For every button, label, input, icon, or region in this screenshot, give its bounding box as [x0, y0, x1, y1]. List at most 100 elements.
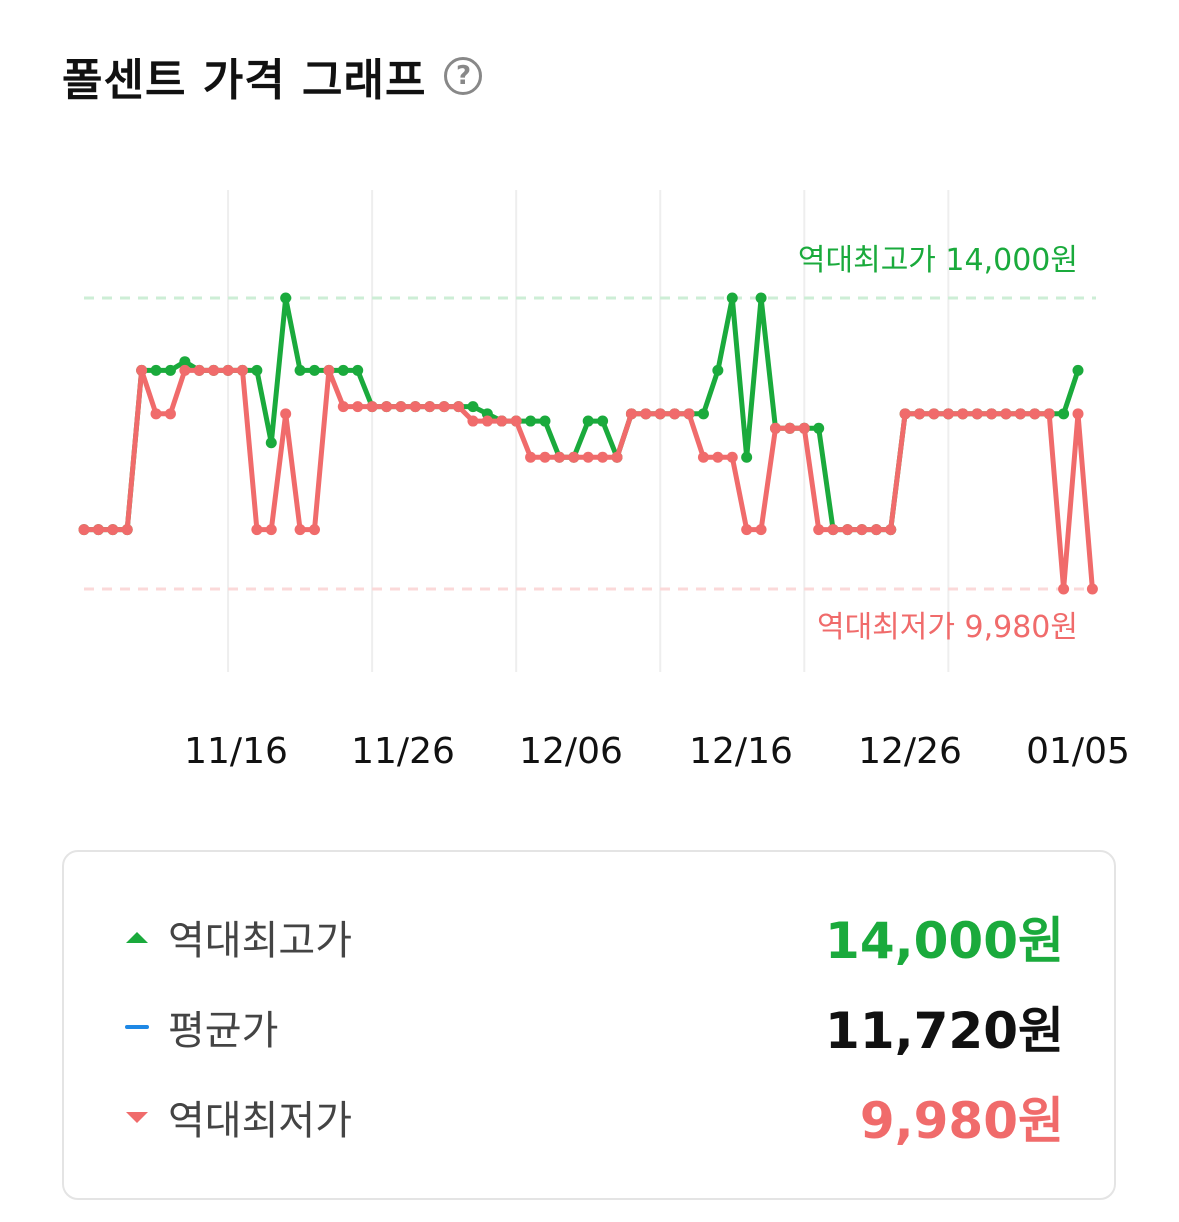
- data-point: [741, 451, 753, 463]
- data-point: [409, 401, 421, 413]
- data-point: [669, 408, 681, 420]
- data-point: [467, 415, 479, 427]
- summary-row-min: 역대최저가 9,980원: [124, 1082, 1064, 1152]
- data-point: [870, 524, 882, 536]
- data-point: [899, 408, 911, 420]
- data-point: [1072, 408, 1084, 420]
- data-point: [308, 524, 320, 536]
- data-point: [150, 364, 162, 376]
- data-point: [337, 401, 349, 413]
- data-point: [92, 524, 104, 536]
- data-point: [280, 408, 292, 420]
- data-point: [827, 524, 839, 536]
- data-point: [640, 408, 652, 420]
- data-point: [914, 408, 926, 420]
- data-point: [1072, 364, 1084, 376]
- data-point: [525, 415, 537, 427]
- data-point: [957, 408, 969, 420]
- data-point: [625, 408, 637, 420]
- avg-price-value: 11,720원: [825, 1002, 1064, 1060]
- data-point: [136, 364, 148, 376]
- dash-icon: [124, 1025, 150, 1029]
- data-point: [481, 415, 493, 427]
- triangle-up-icon: [124, 931, 150, 943]
- data-point: [697, 408, 709, 420]
- data-point: [712, 364, 724, 376]
- data-point: [453, 401, 465, 413]
- data-point: [438, 401, 450, 413]
- series-line-1: [81, 367, 1095, 592]
- data-point: [150, 408, 162, 420]
- avg-price-label: 평균가: [168, 1008, 279, 1054]
- reference-label-max: 역대최고가 14,000원: [798, 243, 1078, 278]
- data-point: [582, 451, 594, 463]
- data-point: [1043, 408, 1055, 420]
- data-point: [164, 408, 176, 420]
- data-point: [726, 292, 738, 304]
- data-point: [323, 364, 335, 376]
- data-point: [78, 524, 90, 536]
- data-point: [1058, 408, 1070, 420]
- data-point: [539, 451, 551, 463]
- data-point: [611, 451, 623, 463]
- data-point: [769, 422, 781, 434]
- data-point: [510, 415, 522, 427]
- x-tick-label: 12/06: [519, 731, 623, 772]
- data-point: [683, 408, 695, 420]
- x-tick-label: 11/16: [184, 731, 288, 772]
- min-price-value: 9,980원: [859, 1092, 1064, 1150]
- question-circle-icon[interactable]: ?: [444, 57, 483, 95]
- x-tick-label: 01/05: [1026, 731, 1130, 772]
- data-point: [265, 524, 277, 536]
- data-point: [697, 451, 709, 463]
- summary-row-max: 역대최고가 14,000원: [124, 902, 1064, 972]
- data-point: [424, 401, 436, 413]
- data-point: [1029, 408, 1041, 420]
- data-point: [395, 401, 407, 413]
- data-point: [308, 364, 320, 376]
- price-summary-card: 역대최고가 14,000원 평균가 11,720원 역대최저가 9,980원: [62, 850, 1116, 1200]
- data-point: [597, 415, 609, 427]
- data-point: [193, 364, 205, 376]
- data-point: [813, 422, 825, 434]
- data-point: [942, 408, 954, 420]
- data-point: [179, 356, 191, 368]
- data-point: [251, 364, 263, 376]
- data-point: [294, 524, 306, 536]
- data-point: [553, 451, 565, 463]
- data-point: [798, 422, 810, 434]
- data-point: [121, 524, 133, 536]
- data-point: [280, 292, 292, 304]
- data-point: [784, 422, 796, 434]
- price-chart: 11/16 11/26 12/06 12/16 12/26 01/05 역대최고가 14,0…: [78, 190, 1130, 772]
- triangle-down-icon: [124, 1111, 150, 1123]
- data-point: [1000, 408, 1012, 420]
- data-point: [294, 364, 306, 376]
- data-point: [222, 364, 234, 376]
- data-point: [842, 524, 854, 536]
- data-point: [496, 415, 508, 427]
- max-price-label: 역대최고가: [168, 918, 352, 964]
- reference-label-min: 역대최저가 9,980원: [817, 610, 1078, 645]
- data-point: [525, 451, 537, 463]
- data-point: [597, 451, 609, 463]
- data-point: [337, 364, 349, 376]
- data-point: [467, 401, 479, 413]
- data-point: [755, 524, 767, 536]
- min-price-label: 역대최저가: [168, 1098, 352, 1144]
- data-point: [986, 408, 998, 420]
- data-point: [928, 408, 940, 420]
- data-point: [654, 408, 666, 420]
- data-point: [856, 524, 868, 536]
- data-point: [971, 408, 983, 420]
- data-point: [726, 451, 738, 463]
- x-tick-label: 12/16: [689, 731, 793, 772]
- data-point: [755, 292, 767, 304]
- data-point: [251, 524, 263, 536]
- data-point: [539, 415, 551, 427]
- data-point: [1058, 583, 1070, 595]
- data-point: [164, 364, 176, 376]
- data-point: [366, 401, 378, 413]
- data-point: [1086, 583, 1098, 595]
- data-point: [352, 401, 364, 413]
